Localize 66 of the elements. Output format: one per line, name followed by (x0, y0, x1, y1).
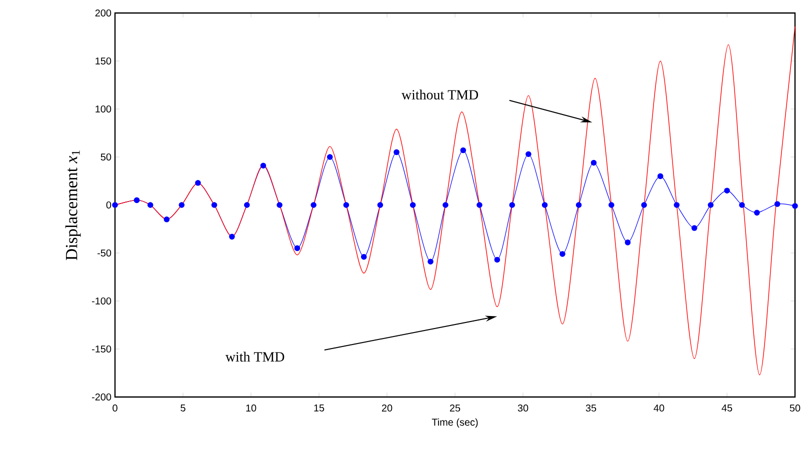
point (641, 202, 647, 208)
x-axis-title: Time (sec) (432, 418, 478, 428)
point (476, 202, 482, 208)
point (276, 202, 282, 208)
point (178, 202, 185, 208)
point (774, 201, 780, 207)
x-tick-label: 20 (382, 404, 392, 412)
point (428, 258, 434, 265)
point (410, 202, 416, 208)
point (526, 151, 532, 158)
point (608, 202, 614, 208)
point (509, 202, 516, 208)
point (310, 202, 316, 208)
y-tick-label: -200 (92, 393, 112, 401)
x-tick-label: 50 (790, 404, 800, 412)
annotation: without TMD (402, 90, 478, 100)
y-tick-label: -150 (92, 345, 112, 353)
point (211, 202, 218, 208)
x-tick-label: 35 (586, 404, 596, 412)
y-tick-label: 150 (96, 57, 112, 65)
point (708, 202, 714, 208)
point (754, 210, 760, 216)
point (674, 202, 680, 208)
point (195, 180, 201, 186)
point (724, 188, 730, 194)
point (691, 225, 698, 231)
x-tick-label: 15 (314, 404, 324, 412)
point (624, 240, 631, 246)
x-tick-label: 25 (450, 404, 460, 412)
x-tick-label: 0 (112, 404, 118, 412)
point (326, 154, 333, 160)
point (590, 160, 597, 166)
point (442, 202, 448, 208)
point (294, 245, 300, 252)
point (657, 173, 664, 180)
point (792, 203, 798, 209)
point (377, 202, 384, 208)
point (244, 202, 250, 208)
point (542, 202, 548, 208)
y-tick-label: 0 (106, 201, 112, 209)
x-tick-label: 10 (246, 404, 256, 412)
point (147, 202, 154, 208)
point (739, 202, 745, 208)
point (229, 234, 235, 240)
point (576, 202, 582, 208)
point (394, 149, 400, 156)
point (134, 197, 140, 204)
y-axis-title: Displacement x$_{1}$ (65, 150, 81, 260)
y-tick-label: -100 (92, 297, 112, 305)
x-tick-label: 5 (180, 404, 186, 412)
point (112, 202, 118, 208)
point (343, 202, 350, 208)
point (494, 256, 500, 263)
y-tick-label: 200 (95, 9, 112, 17)
x-tick-label: 30 (518, 404, 528, 412)
point (360, 254, 367, 260)
x-tick-label: 40 (654, 404, 664, 412)
annotation: with TMD (225, 352, 284, 362)
point (560, 251, 566, 257)
y-tick-label: 50 (100, 153, 112, 161)
y-tick-label: -50 (98, 249, 112, 257)
point (460, 147, 466, 154)
y-tick-label: 100 (96, 105, 112, 113)
point (260, 162, 266, 169)
x-tick-label: 45 (722, 404, 732, 412)
point (164, 216, 170, 222)
